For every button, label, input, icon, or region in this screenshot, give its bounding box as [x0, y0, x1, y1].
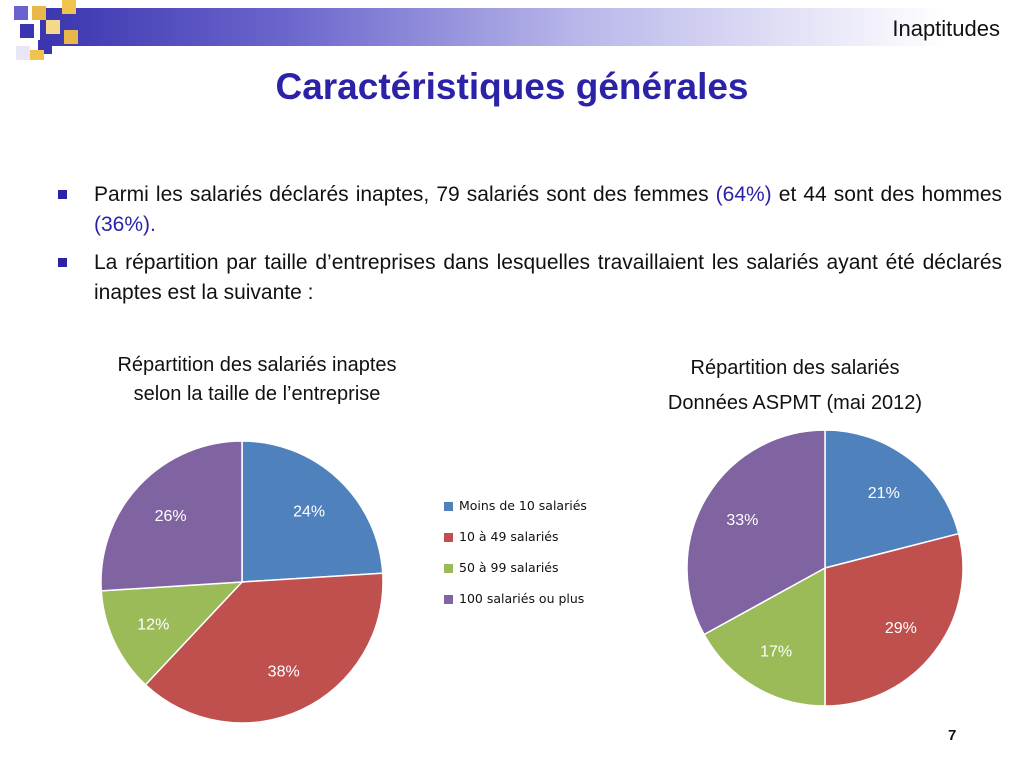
- bullet-square-icon: [58, 190, 67, 199]
- slide-title: Caractéristiques générales: [275, 66, 749, 107]
- legend-label: Moins de 10 salariés: [459, 498, 587, 513]
- pie-slice: [824, 429, 960, 569]
- pie-slice-label: 24%: [293, 504, 325, 521]
- pie-slice-label: 21%: [868, 485, 900, 502]
- pie-slice: [100, 440, 243, 592]
- section-label: Inaptitudes: [892, 16, 1000, 41]
- bullet-item: La répartition par taille d’entreprises …: [56, 248, 1002, 308]
- bullet-list: Parmi les salariés déclarés inaptes, 79 …: [56, 180, 1002, 316]
- chart2-title-block: Répartition des salariés Données ASPMT (…: [600, 351, 990, 421]
- pie-slice-label: 12%: [137, 617, 169, 634]
- legend-swatch: [444, 502, 453, 511]
- legend-swatch: [444, 533, 453, 542]
- chart2-title: Répartition des salariés: [690, 357, 900, 379]
- pie-slice-label: 33%: [726, 512, 758, 529]
- bullet-highlight: (36%).: [94, 213, 156, 236]
- pie-slice: [241, 440, 384, 583]
- pie-chart-aspmt: 21% 29% 17% 33%: [686, 429, 964, 707]
- legend-label: 100 salariés ou plus: [459, 591, 585, 606]
- pie-slice: [144, 572, 384, 724]
- page-number: 7: [948, 727, 957, 744]
- pie-slice: [703, 566, 826, 707]
- bullet-highlight: (64%): [715, 183, 772, 206]
- chart1-title-block: Répartition des salariés inaptes selon l…: [62, 351, 452, 409]
- chart1-title: Répartition des salariés inaptes: [117, 354, 397, 376]
- pie-slice-label: 29%: [885, 620, 917, 637]
- bullet-item: Parmi les salariés déclarés inaptes, 79 …: [56, 180, 1002, 240]
- legend-swatch: [444, 564, 453, 573]
- bullet-square-icon: [58, 258, 67, 267]
- bullet-text: Parmi les salariés déclarés inaptes, 79 …: [94, 183, 716, 206]
- chart2-subtitle: Données ASPMT (mai 2012): [667, 392, 923, 414]
- pie-slice: [824, 532, 964, 707]
- bullet-text: La répartition par taille d’entreprises …: [94, 251, 1002, 304]
- pie-slice-label: 26%: [155, 508, 187, 525]
- pie-chart-inaptes: 24% 38% 12% 26%: [100, 440, 384, 724]
- pie-slice-label: 38%: [268, 664, 300, 681]
- pie-slice: [100, 581, 244, 686]
- pie-slice: [686, 429, 826, 636]
- legend-label: 10 à 49 salariés: [459, 529, 559, 544]
- legend-swatch: [444, 595, 453, 604]
- header-band: [40, 8, 1024, 46]
- legend-label: 50 à 99 salariés: [459, 560, 559, 575]
- pie-slice-label: 17%: [760, 644, 792, 661]
- chart1-subtitle: selon la taille de l’entreprise: [133, 383, 381, 405]
- bullet-text: et 44 sont des hommes: [771, 183, 1002, 206]
